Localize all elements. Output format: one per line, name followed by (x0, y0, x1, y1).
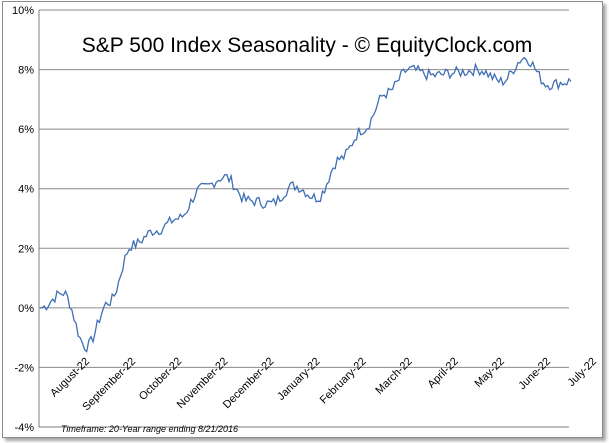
x-tick-label: May-22 (473, 355, 507, 389)
x-tick-label: January-22 (275, 355, 322, 402)
y-tick-label: -4% (14, 422, 34, 434)
y-tick-label: -2% (14, 362, 34, 374)
chart-svg: -4%-2%0%2%4%6%8%10% August-22September-2… (12, 5, 600, 434)
x-tick-label: June-22 (516, 355, 553, 392)
x-tick-label: August-22 (48, 355, 92, 399)
y-tick-label: 10% (12, 5, 34, 17)
y-tick-label: 0% (18, 303, 34, 315)
chart-title: S&P 500 Index Seasonality - © EquityCloc… (82, 34, 532, 57)
x-tick-label: July-22 (566, 355, 600, 389)
timeframe-footnote: Timeframe: 20-Year range ending 8/21/201… (61, 424, 238, 434)
x-tick-label: March-22 (373, 355, 414, 396)
y-tick-label: 6% (18, 124, 34, 136)
x-tick-label: February-22 (318, 355, 369, 406)
y-tick-label: 8% (18, 65, 34, 77)
y-tick-label: 2% (18, 243, 34, 255)
chart-frame: -4% -2% 0% 2% 4% 6% 8% 10% August-22 September-2… (2, 1, 603, 438)
y-tick-label: 4% (18, 184, 34, 196)
series-line (39, 56, 572, 353)
x-tick-label: October-22 (137, 355, 184, 402)
x-tick-label: April-22 (426, 355, 461, 390)
